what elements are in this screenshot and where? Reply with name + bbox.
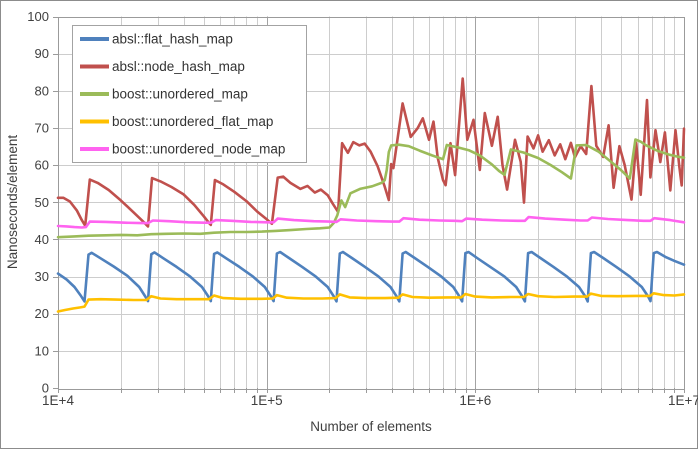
x-tick-label: 1E+6 xyxy=(459,393,491,408)
legend-item: boost::unordered_flat_map xyxy=(80,114,273,129)
series-line-boost-unordered-flat-map xyxy=(56,291,686,313)
legend-item: absl::node_hash_map xyxy=(80,59,245,74)
series-lines xyxy=(56,77,686,313)
plot-border xyxy=(58,17,685,390)
y-tick-label: 50 xyxy=(35,195,49,210)
x-tick-label: 1E+7 xyxy=(668,393,698,408)
gridlines xyxy=(58,16,684,388)
y-axis-title: Nanoseconds/element xyxy=(5,135,20,270)
series-line-boost-unordered-node-map xyxy=(56,215,686,229)
legend-item-label: absl::node_hash_map xyxy=(112,59,245,74)
y-tick-label: 0 xyxy=(42,381,49,396)
axis-tick-labels: 1E+4 1E+5 1E+6 1E+7 0 10 20 30 40 50 60 70 80 90 100 xyxy=(27,9,698,408)
y-tick-label: 10 xyxy=(35,343,49,358)
legend-item: boost::unordered_node_map xyxy=(80,142,285,157)
y-tick-label: 30 xyxy=(35,269,49,284)
series-line-boost-unordered-map xyxy=(56,138,686,239)
legend: absl::flat_hash_mapabsl::node_hash_mapbo… xyxy=(72,25,307,163)
y-tick-label: 80 xyxy=(35,83,49,98)
x-tick-label: 1E+4 xyxy=(42,393,74,408)
legend-box xyxy=(72,25,307,163)
y-tick-label: 100 xyxy=(27,9,49,24)
x-tick-label: 1E+5 xyxy=(251,393,283,408)
legend-item-label: boost::unordered_node_map xyxy=(112,142,285,157)
y-tick-label: 70 xyxy=(35,120,49,135)
legend-item: boost::unordered_map xyxy=(80,87,248,102)
legend-item: absl::flat_hash_map xyxy=(80,32,233,47)
legend-item-label: absl::flat_hash_map xyxy=(112,32,233,47)
legend-item-label: boost::unordered_flat_map xyxy=(112,114,273,129)
legend-item-label: boost::unordered_map xyxy=(112,87,248,102)
y-tick-label: 40 xyxy=(35,232,49,247)
y-tick-label: 60 xyxy=(35,158,49,173)
y-tick-label: 20 xyxy=(35,306,49,321)
series-line-absl-flat-hash-map xyxy=(56,250,686,303)
x-axis-title: Number of elements xyxy=(310,419,432,434)
y-tick-label: 90 xyxy=(35,46,49,61)
axis-ticks xyxy=(53,17,685,393)
